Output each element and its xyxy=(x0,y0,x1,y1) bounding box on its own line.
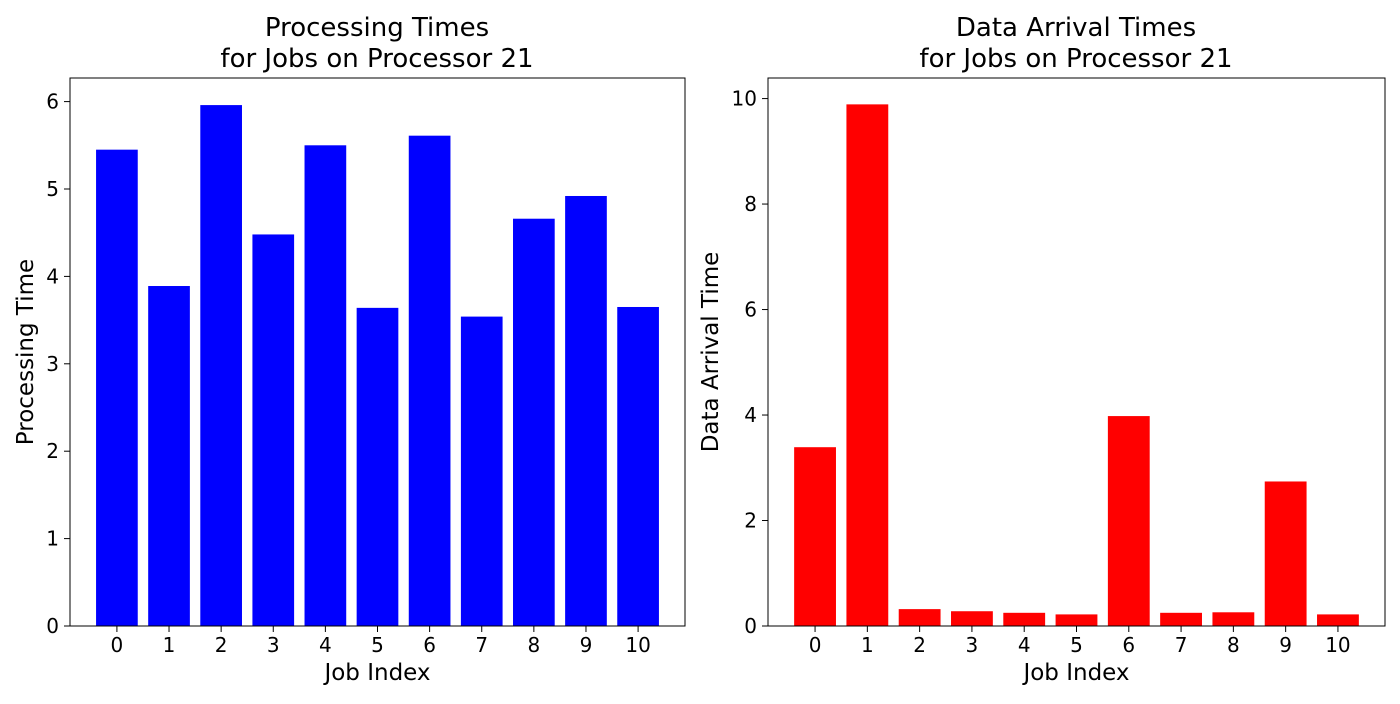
x-tick-label: 0 xyxy=(111,633,124,657)
y-tick-label: 3 xyxy=(46,352,59,376)
x-tick-label: 8 xyxy=(1227,633,1240,657)
y-tick-label: 10 xyxy=(732,87,757,111)
x-tick-label: 1 xyxy=(163,633,176,657)
y-tick-label: 8 xyxy=(744,192,757,216)
x-tick-label: 4 xyxy=(1018,633,1031,657)
bar xyxy=(846,104,889,627)
y-tick-label: 4 xyxy=(46,264,59,288)
x-tick-label: 2 xyxy=(913,633,926,657)
chart-1: 0 1 2 3 4 5 6 7 8 9 10 0 1 2 3 4 5 6 Job Index Processing T… xyxy=(13,13,686,686)
bar xyxy=(356,307,399,626)
bar xyxy=(304,145,347,627)
bar xyxy=(148,286,190,626)
x-axis-label: Job Index xyxy=(322,660,430,686)
x-tick-label: 5 xyxy=(371,633,384,657)
x-tick-label: 8 xyxy=(527,633,540,657)
bar xyxy=(898,609,941,626)
x-tick-label: 0 xyxy=(809,633,822,657)
bar xyxy=(408,135,451,626)
bar xyxy=(1317,614,1359,626)
x-tick-label: 1 xyxy=(861,633,874,657)
y-axis-label: Data Arrival Time xyxy=(698,252,724,453)
y-tick-label: 1 xyxy=(46,527,59,551)
x-tick-label: 10 xyxy=(625,633,650,657)
y-tick-label: 0 xyxy=(744,614,757,638)
y-tick-label: 4 xyxy=(744,403,757,427)
bar xyxy=(1264,481,1307,626)
x-axis-label: Job Index xyxy=(1021,660,1129,686)
y-tick-label: 6 xyxy=(744,298,757,322)
chart-title-line: for Jobs on Processor 21 xyxy=(220,44,533,74)
x-tick-label: 6 xyxy=(423,633,436,657)
y-axis-label: Processing Time xyxy=(13,259,39,445)
bar xyxy=(200,105,242,627)
chart-title-line: Processing Times xyxy=(265,13,489,43)
bar xyxy=(565,195,607,627)
bar xyxy=(617,306,659,626)
y-tick-label: 2 xyxy=(744,509,757,533)
bar xyxy=(96,149,138,627)
x-tick-label: 9 xyxy=(1279,633,1292,657)
bar xyxy=(252,234,295,626)
chart-title-line: Data Arrival Times xyxy=(956,13,1196,43)
x-tick-label: 4 xyxy=(319,633,332,657)
y-tick-label: 2 xyxy=(46,439,59,463)
x-tick-label: 7 xyxy=(1175,633,1188,657)
bar xyxy=(1160,612,1202,626)
bar xyxy=(1107,416,1150,626)
y-tick-label: 5 xyxy=(46,177,59,201)
bar xyxy=(1055,614,1098,626)
chart-2: 0 1 2 3 4 5 6 7 8 9 10 0 2 4 6 8 10 Job Index Data Arrival… xyxy=(698,13,1386,686)
bar xyxy=(460,316,503,626)
x-tick-label: 6 xyxy=(1122,633,1135,657)
x-tick-label: 2 xyxy=(215,633,228,657)
chart-title-line: for Jobs on Processor 21 xyxy=(919,44,1232,74)
y-tick-label: 0 xyxy=(46,614,59,638)
x-tick-label: 5 xyxy=(1070,633,1083,657)
x-tick-label: 10 xyxy=(1325,633,1350,657)
x-tick-label: 3 xyxy=(966,633,979,657)
y-tick-label: 6 xyxy=(46,90,59,114)
x-tick-label: 3 xyxy=(267,633,280,657)
bar xyxy=(1212,612,1255,626)
bar xyxy=(951,611,993,626)
bar xyxy=(513,218,555,626)
x-tick-label: 7 xyxy=(475,633,488,657)
bar xyxy=(794,447,836,626)
bar xyxy=(1003,612,1046,626)
x-tick-label: 9 xyxy=(580,633,593,657)
